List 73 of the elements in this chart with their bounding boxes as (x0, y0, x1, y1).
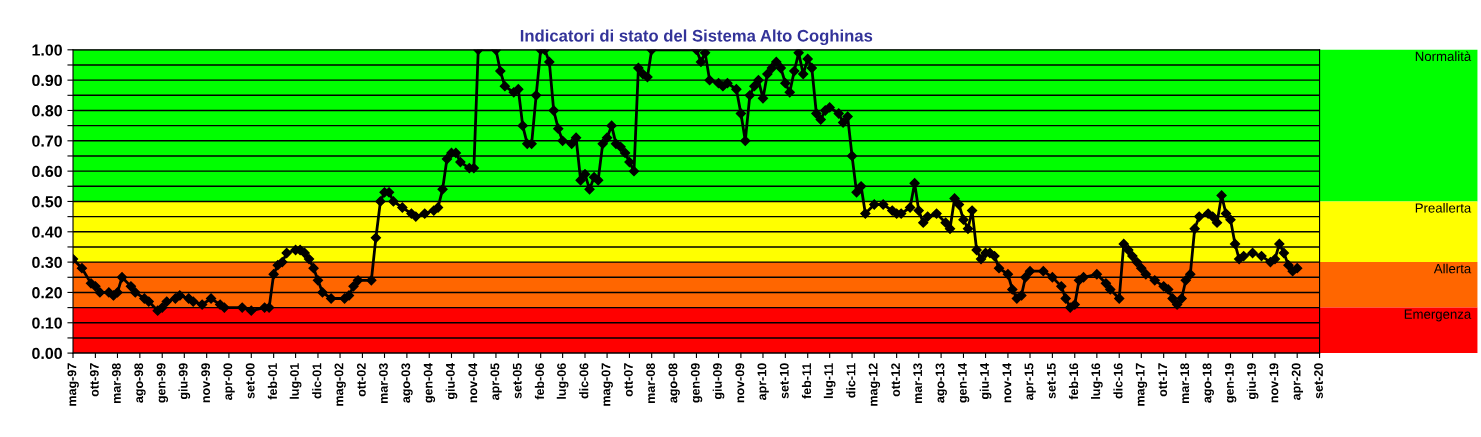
x-tick-label: giu-14 (979, 362, 992, 400)
x-tick-label: mag-02 (334, 363, 346, 406)
x-tick-label: giu-19 (1246, 363, 1259, 400)
x-tick-label: apr-05 (490, 363, 502, 400)
x-tick-label: feb-16 (1068, 363, 1079, 400)
y-tick-label: 0.10 (32, 317, 62, 329)
x-tick-label: lug-16 (1090, 363, 1103, 399)
x-tick-label: gen-04 (423, 362, 436, 403)
x-tick-label: gen-09 (690, 363, 703, 403)
x-tick-label: dic-11 (846, 363, 856, 398)
x-tick-label: ott-97 (89, 363, 99, 397)
x-tick-label: mar-18 (1180, 363, 1190, 403)
x-tick-label: feb-06 (534, 363, 545, 400)
x-tick-label: mar-08 (646, 363, 656, 403)
x-tick-label: apr-00 (223, 363, 235, 400)
x-tick-label: ago-08 (668, 363, 680, 403)
x-tick-label: nov-14 (1002, 362, 1012, 403)
y-tick-label: 0.70 (32, 135, 62, 147)
x-tick-label: mar-13 (913, 363, 923, 403)
x-tick-label: ago-18 (1202, 363, 1214, 403)
x-tick-label: set-20 (1314, 363, 1323, 399)
x-tick-label: nov-19 (1269, 363, 1279, 403)
x-tick-label: lug-01 (289, 363, 302, 399)
x-tick-label: giu-09 (712, 363, 725, 400)
x-tick-label: giu-99 (178, 363, 191, 400)
y-tick-label: 0.60 (32, 165, 62, 178)
x-tick-label: feb-01 (267, 363, 278, 400)
x-tick-label: gen-99 (156, 363, 169, 403)
x-tick-label: gen-14 (958, 362, 970, 403)
y-tick-label: 0.90 (32, 74, 62, 87)
y-tick-label: 0.40 (32, 226, 62, 238)
x-tick-label: ott-02 (356, 363, 366, 397)
x-tick-label: gen-19 (1224, 363, 1237, 403)
x-tick-label: nov-99 (201, 363, 211, 403)
x-tick-label: mar-98 (111, 363, 121, 403)
x-tick-label: apr-20 (1291, 363, 1304, 400)
x-tick-label: lug-11 (823, 363, 836, 399)
x-tick-label: ott-07 (623, 363, 633, 397)
x-tick-label: nov-04 (468, 362, 478, 403)
band-label: Emergenza (1404, 309, 1472, 322)
x-tick-label: dic-01 (312, 363, 322, 399)
y-tick-label: 0.50 (32, 196, 62, 208)
x-tick-label: ott-17 (1158, 363, 1168, 397)
x-tick-label: mag-07 (601, 363, 613, 406)
x-tick-label: mag-97 (67, 363, 79, 406)
x-tick-label: apr-15 (1024, 363, 1036, 400)
x-tick-label: mag-12 (868, 363, 881, 406)
x-tick-label: dic-06 (579, 363, 589, 399)
band-label: Preallerta (1415, 202, 1472, 213)
x-tick-label: ago-03 (401, 363, 413, 403)
y-tick-label: 1.00 (32, 44, 62, 56)
x-tick-label: set-00 (245, 363, 255, 399)
x-tick-label: apr-10 (757, 363, 769, 400)
x-tick-label: lug-06 (556, 363, 569, 399)
x-tick-label: set-15 (1047, 363, 1056, 399)
x-tick-label: dic-16 (1113, 363, 1123, 399)
y-tick-label: 0.80 (32, 105, 62, 117)
x-tick-label: ago-98 (134, 363, 146, 403)
y-tick-label: 0.30 (32, 256, 62, 269)
band-label: Normalità (1415, 51, 1472, 62)
x-tick-label: feb-11 (801, 363, 812, 399)
x-tick-label: mar-03 (379, 363, 388, 403)
x-tick-label: ago-13 (935, 363, 947, 403)
x-tick-label: giu-04 (445, 362, 458, 400)
x-tick-label: set-05 (512, 363, 522, 399)
x-tick-label: mag-17 (1135, 363, 1148, 406)
chart-title: Indicatori di stato del Sistema Alto Coghinas (520, 29, 873, 46)
x-tick-label: ott-12 (891, 363, 900, 397)
x-tick-label: set-10 (779, 363, 789, 399)
band-label: Allerta (1433, 263, 1472, 274)
x-tick-label: nov-09 (735, 363, 745, 403)
y-tick-label: 0.20 (32, 287, 62, 299)
y-tick-label: 0.00 (32, 347, 62, 360)
